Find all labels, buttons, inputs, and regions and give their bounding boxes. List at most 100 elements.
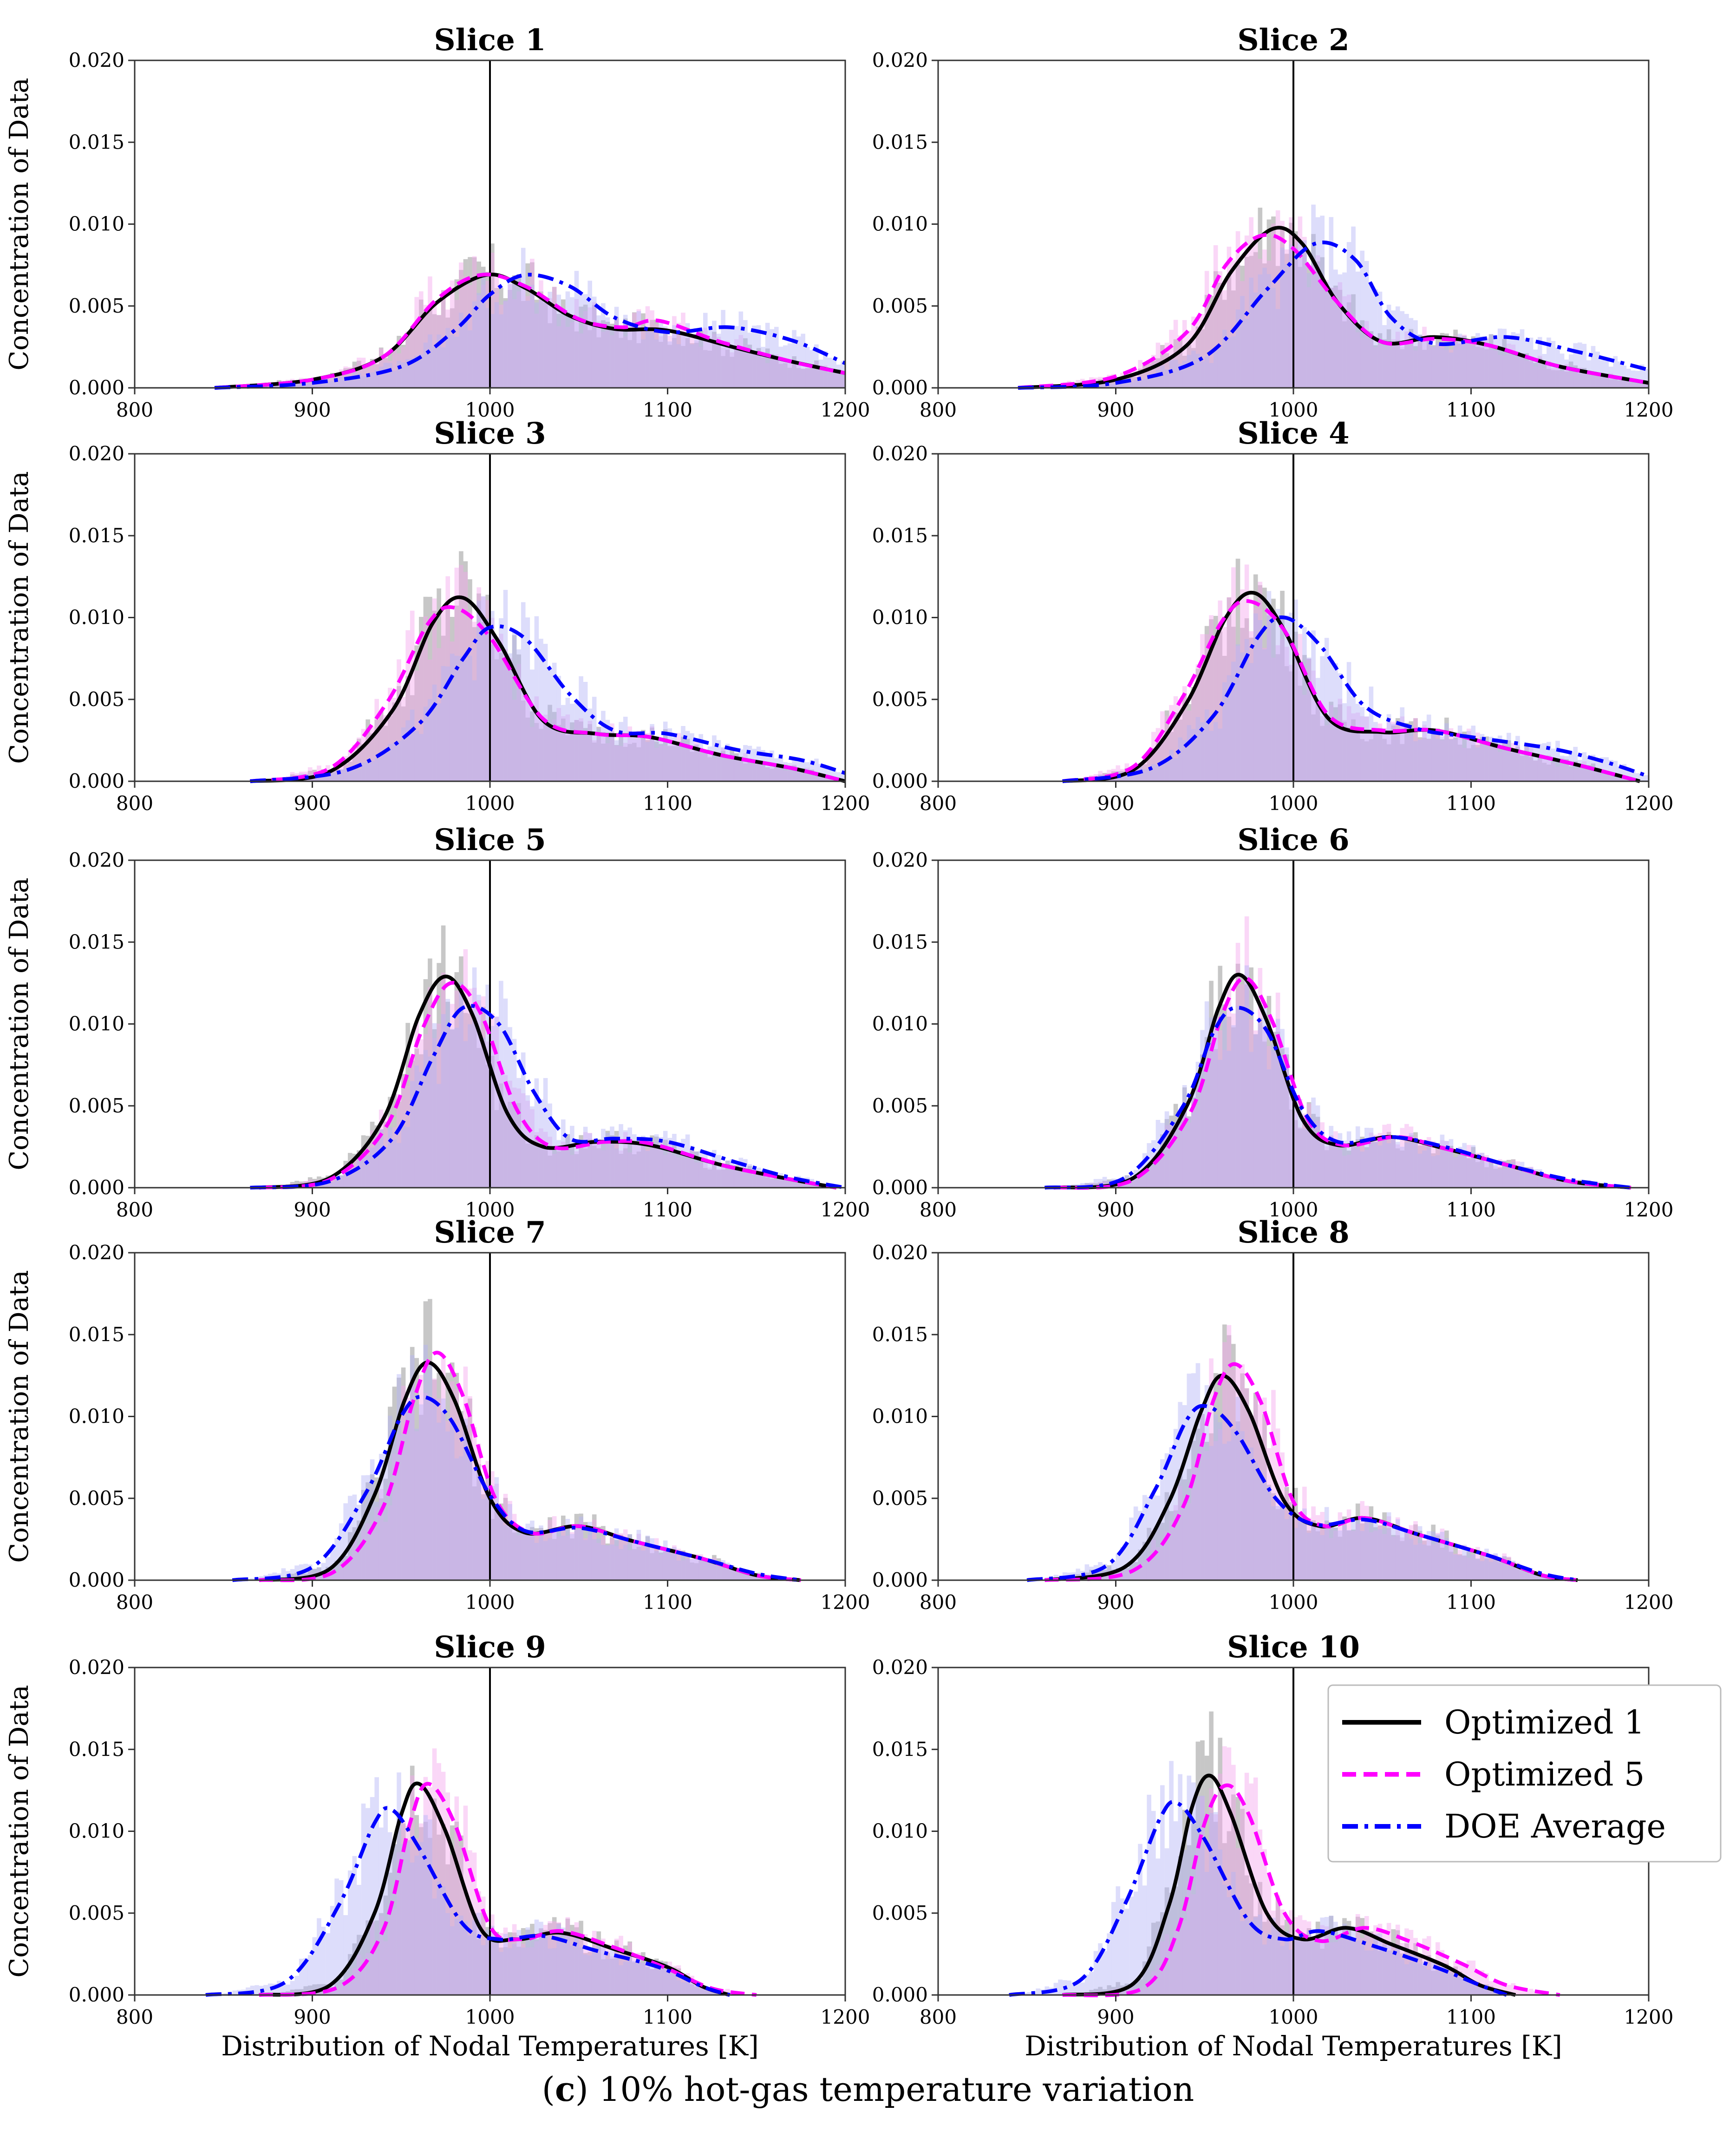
hist-bar-doe	[1386, 1143, 1391, 1188]
hist-bar-opt5	[743, 1172, 748, 1188]
hist-bar-opt5	[392, 1453, 397, 1580]
hist-bar-doe	[521, 248, 526, 388]
hist-bar-doe	[1364, 1522, 1369, 1580]
hist-bar-doe	[348, 377, 352, 388]
hist-bar-opt1	[650, 1135, 654, 1188]
hist-bar-opt1	[503, 1498, 508, 1580]
hist-bar-doe	[445, 999, 450, 1188]
hist-bar-doe	[339, 1175, 344, 1188]
hist-bar-doe	[521, 1948, 526, 1995]
hist-bar-opt5	[587, 307, 592, 388]
hist-bar-opt1	[1311, 1114, 1316, 1188]
hist-bar-doe	[290, 1569, 295, 1580]
hist-bar-opt1	[610, 736, 614, 781]
hist-bar-opt1	[383, 1478, 388, 1580]
hist-bar-opt1	[1618, 380, 1622, 388]
hist-bar-doe	[1306, 1930, 1312, 1995]
hist-bar-opt5	[1457, 335, 1462, 388]
hist-bar-opt1	[463, 1425, 468, 1580]
hist-bar-doe	[419, 1842, 424, 1995]
hist-bar-opt1	[1178, 1469, 1182, 1580]
hist-bar-doe	[1537, 744, 1542, 781]
hist-bar-opt5	[294, 380, 299, 388]
hist-bar-doe	[454, 1458, 459, 1580]
hist-bar-opt5	[365, 1146, 370, 1188]
hist-bar-opt1	[1440, 1145, 1445, 1188]
hist-bar-opt1	[1266, 1915, 1272, 1995]
hist-bar-opt1	[1351, 294, 1356, 388]
hist-bar-doe	[437, 334, 441, 388]
hist-bar-doe	[672, 1971, 677, 1995]
hist-bar-opt5	[814, 774, 819, 781]
hist-bar-opt5	[423, 305, 428, 388]
hist-bar-opt1	[1502, 339, 1507, 388]
hist-bar-opt5	[1369, 1132, 1374, 1188]
hist-bar-opt5	[428, 987, 432, 1188]
hist-bar-opt1	[1520, 1567, 1525, 1580]
hist-bar-doe	[1440, 1134, 1445, 1188]
hist-bar-doe	[1142, 379, 1147, 388]
hist-bar-opt5	[1564, 761, 1569, 781]
hist-bar-opt1	[747, 1166, 752, 1188]
hist-bar-opt5	[476, 1444, 481, 1580]
hist-bar-opt5	[1497, 355, 1502, 388]
hist-bar-opt5	[307, 767, 313, 781]
hist-bar-doe	[627, 1127, 632, 1188]
hist-bar-opt1	[317, 381, 321, 388]
hist-bar-doe	[459, 1916, 463, 1995]
hist-bar-opt1	[1475, 1162, 1480, 1188]
hist-bar-opt5	[725, 1170, 730, 1188]
hist-bar-opt1	[1142, 764, 1147, 781]
hist-bar-opt1	[1204, 1037, 1209, 1188]
hist-bar-opt5	[1471, 1554, 1476, 1580]
hist-bar-opt1	[1382, 1940, 1387, 1995]
hist-bar-opt5	[388, 361, 392, 388]
hist-bar-opt5	[543, 299, 548, 388]
subplot-10: 800 900 1000 1100 12000.0000.0050.0100.0150.…	[872, 1630, 1722, 2062]
hist-bar-doe	[374, 370, 379, 388]
series-line-doe	[205, 1806, 731, 1997]
x-tick-label: 900	[294, 399, 331, 421]
hist-bar-opt1	[681, 737, 685, 781]
hist-bar-doe	[1231, 1025, 1236, 1188]
hist-bar-opt1	[636, 1962, 641, 1995]
hist-bar-opt5	[774, 1180, 779, 1188]
hist-bar-doe	[530, 285, 535, 388]
hist-bar-opt5	[1573, 369, 1578, 388]
hist-bar-opt1	[1160, 1134, 1165, 1188]
hist-bar-doe	[357, 1504, 361, 1580]
hist-bar-opt5	[1311, 1506, 1316, 1580]
hist-bar-doe	[1164, 1848, 1169, 1995]
hist-bar-opt1	[698, 1556, 703, 1580]
hist-bar-doe	[1449, 739, 1454, 781]
hist-bar-opt1	[770, 769, 774, 781]
hist-bar-opt5	[1133, 1177, 1138, 1188]
hist-bar-opt1	[1453, 329, 1458, 388]
hist-bar-doe	[663, 1540, 668, 1580]
hist-bar-doe	[725, 1563, 730, 1580]
hist-bar-opt5	[534, 314, 539, 388]
hist-bar-doe	[681, 333, 685, 388]
y-tick-label: 0.015	[69, 930, 124, 953]
hist-bar-opt5	[463, 1805, 468, 1995]
hist-bar-opt5	[1195, 664, 1201, 781]
hist-bar-opt5	[734, 1571, 739, 1580]
hist-bar-opt1	[1573, 761, 1578, 781]
hist-bar-doe	[1155, 370, 1161, 388]
hist-bar-opt5	[1591, 373, 1596, 388]
hist-bar-opt1	[645, 1536, 650, 1580]
hist-bar-doe	[587, 281, 592, 388]
hist-bar-opt5	[543, 1131, 548, 1188]
hist-bar-opt1	[1240, 1373, 1245, 1580]
hist-bar-opt5	[605, 1944, 610, 1995]
hist-bar-opt5	[1249, 1783, 1253, 1995]
hist-bar-doe	[1280, 248, 1285, 388]
hist-bar-opt1	[1173, 339, 1178, 388]
hist-bar-doe	[809, 350, 815, 388]
hist-bar-opt5	[667, 1962, 672, 1995]
hist-bar-doe	[1502, 1161, 1507, 1188]
hist-bar-opt5	[334, 1571, 339, 1580]
hist-bar-doe	[401, 1434, 406, 1580]
hist-bar-doe	[1329, 1916, 1334, 1995]
hist-bar-opt5	[645, 733, 650, 781]
